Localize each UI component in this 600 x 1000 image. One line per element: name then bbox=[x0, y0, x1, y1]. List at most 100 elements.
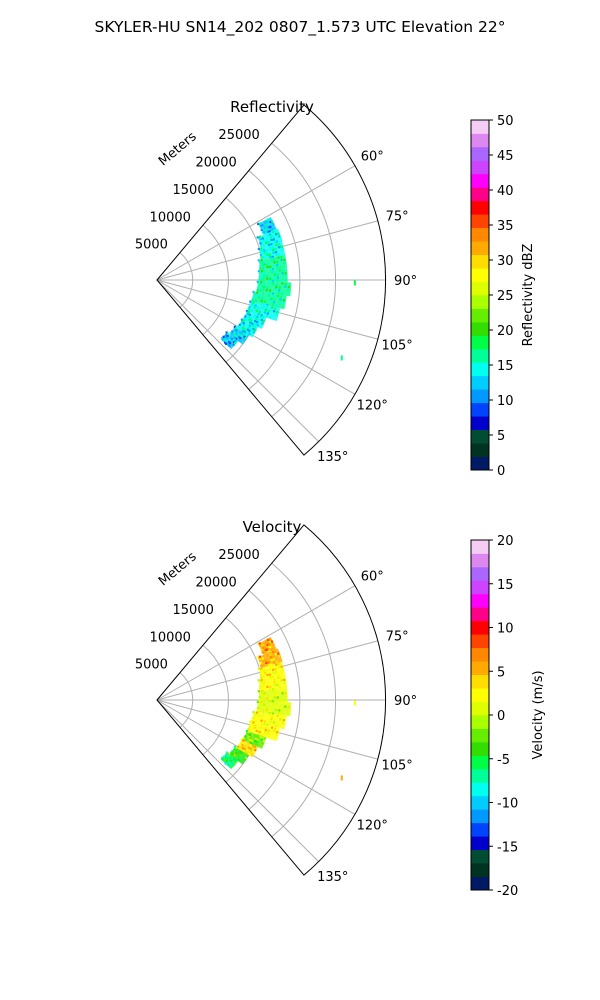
echo-speckle bbox=[273, 241, 276, 244]
echo-speckle bbox=[259, 664, 263, 667]
echo-speckle bbox=[259, 644, 262, 647]
echo-speckle bbox=[263, 683, 266, 686]
echo-speckle bbox=[268, 650, 271, 653]
echo-speckle bbox=[249, 736, 252, 739]
r-tick-label: 5000 bbox=[135, 238, 168, 253]
colorbar-tick-label: 50 bbox=[497, 114, 514, 129]
echo-speckle bbox=[278, 689, 281, 692]
echo-speckle bbox=[245, 738, 248, 741]
echo-speckle bbox=[257, 259, 260, 262]
echo-speckle bbox=[240, 738, 244, 741]
echo-speckle bbox=[260, 314, 263, 317]
colorbar-tick-label: 10 bbox=[497, 394, 514, 409]
echo-speckle bbox=[259, 687, 262, 690]
echo-speckle bbox=[247, 326, 251, 329]
echo-speckle bbox=[247, 746, 251, 749]
echo-speckle bbox=[241, 321, 244, 324]
echo-speckle bbox=[272, 703, 275, 706]
echo-speckle bbox=[246, 328, 249, 331]
echo-speckle bbox=[265, 288, 268, 292]
echo-speckle bbox=[258, 294, 261, 297]
echo-speckle bbox=[272, 658, 275, 661]
echo-speckle bbox=[245, 318, 248, 321]
echo-speckle bbox=[242, 319, 245, 322]
echo-speckle bbox=[237, 758, 240, 761]
echo-speckle bbox=[256, 727, 259, 730]
echo-speckle bbox=[270, 726, 274, 729]
echo-speckle bbox=[284, 705, 287, 708]
r-tick-label: 20000 bbox=[195, 156, 236, 171]
colorbar-tick-label: 30 bbox=[497, 254, 514, 269]
echo-speckle bbox=[279, 686, 282, 689]
colorbar-swatch bbox=[471, 227, 489, 242]
colorbar-swatch bbox=[471, 308, 489, 323]
azimuth-gridline bbox=[156, 699, 356, 815]
echo-speckle bbox=[244, 336, 248, 339]
echo-speckle bbox=[267, 294, 270, 297]
echo-speckle bbox=[254, 329, 257, 332]
echo-speckle bbox=[271, 268, 275, 271]
polar-plot: 5000 10000 15000 20000 25000 60° 75° 90° 105° 120… bbox=[135, 104, 417, 465]
echo-speckle bbox=[254, 323, 258, 326]
colorbar-swatch bbox=[471, 160, 489, 175]
echo-speckle bbox=[255, 317, 258, 321]
echo-speckle bbox=[248, 733, 251, 736]
theta-tick-label: 120° bbox=[357, 818, 388, 833]
echo-speckle bbox=[276, 279, 279, 282]
echo-speckle bbox=[276, 681, 279, 684]
colorbar-swatch bbox=[471, 553, 489, 568]
theta-tick-label: 60° bbox=[361, 570, 384, 585]
colorbar-swatch bbox=[471, 755, 489, 770]
echo-speckle bbox=[256, 315, 259, 318]
colorbar-swatch bbox=[471, 362, 489, 377]
velocity-panel: Velocity 5000 10000 15000 20000 25000 60° 75° 9… bbox=[135, 518, 546, 899]
echo-speckle bbox=[254, 320, 257, 323]
polar-plot: 5000 10000 15000 20000 25000 60° 75° 90° 105° 120… bbox=[135, 524, 417, 885]
echo-speckle bbox=[271, 723, 275, 727]
echo-speckle bbox=[252, 710, 255, 714]
colorbar-tick-label: -15 bbox=[497, 840, 518, 855]
echo-speckle bbox=[240, 318, 244, 321]
echo-speckle bbox=[268, 673, 272, 676]
wedge-outline bbox=[156, 104, 387, 456]
echo-speckle bbox=[252, 290, 255, 294]
echo-speckle bbox=[247, 310, 250, 313]
echo-speckle bbox=[249, 324, 252, 327]
azimuth-gridline bbox=[156, 279, 356, 395]
echo-speckle bbox=[261, 698, 264, 701]
echo-speckle bbox=[264, 641, 267, 644]
echo-speckle bbox=[251, 718, 254, 721]
echo-speckle bbox=[263, 692, 266, 695]
echo-speckle bbox=[259, 289, 263, 292]
panel-title: Velocity bbox=[243, 518, 302, 536]
echo-speckle bbox=[249, 300, 252, 303]
echo-speckle bbox=[264, 728, 267, 732]
echo-speckle bbox=[275, 673, 278, 677]
echo-speckle bbox=[263, 263, 266, 266]
echo-speckle bbox=[257, 738, 260, 742]
echo-speckle bbox=[259, 267, 262, 270]
echo-speckle bbox=[262, 646, 265, 649]
echo-speckle bbox=[271, 255, 274, 259]
echo-speckle bbox=[271, 715, 274, 718]
colorbar-swatch bbox=[471, 593, 489, 608]
echo-speckle bbox=[242, 739, 245, 742]
colorbar-tick-label: 0 bbox=[497, 709, 505, 724]
echo-speckle bbox=[269, 277, 272, 280]
echo-speckle bbox=[225, 340, 228, 343]
echo-speckle bbox=[247, 323, 250, 326]
echo-speckle bbox=[272, 301, 276, 304]
echo-speckle bbox=[243, 317, 246, 320]
echo-speckle bbox=[275, 663, 278, 666]
echo-speckle bbox=[277, 253, 281, 256]
echo-speckle bbox=[222, 338, 225, 341]
echo-speckle bbox=[263, 731, 266, 734]
colorbar-swatch bbox=[471, 688, 489, 702]
echo-speckle bbox=[274, 653, 278, 656]
echo-speckle bbox=[256, 236, 259, 239]
echo-speckle bbox=[243, 748, 246, 751]
echo-speckle bbox=[276, 686, 279, 689]
colorbar-tick-label: -20 bbox=[497, 884, 518, 899]
echo-speckle bbox=[265, 661, 268, 664]
